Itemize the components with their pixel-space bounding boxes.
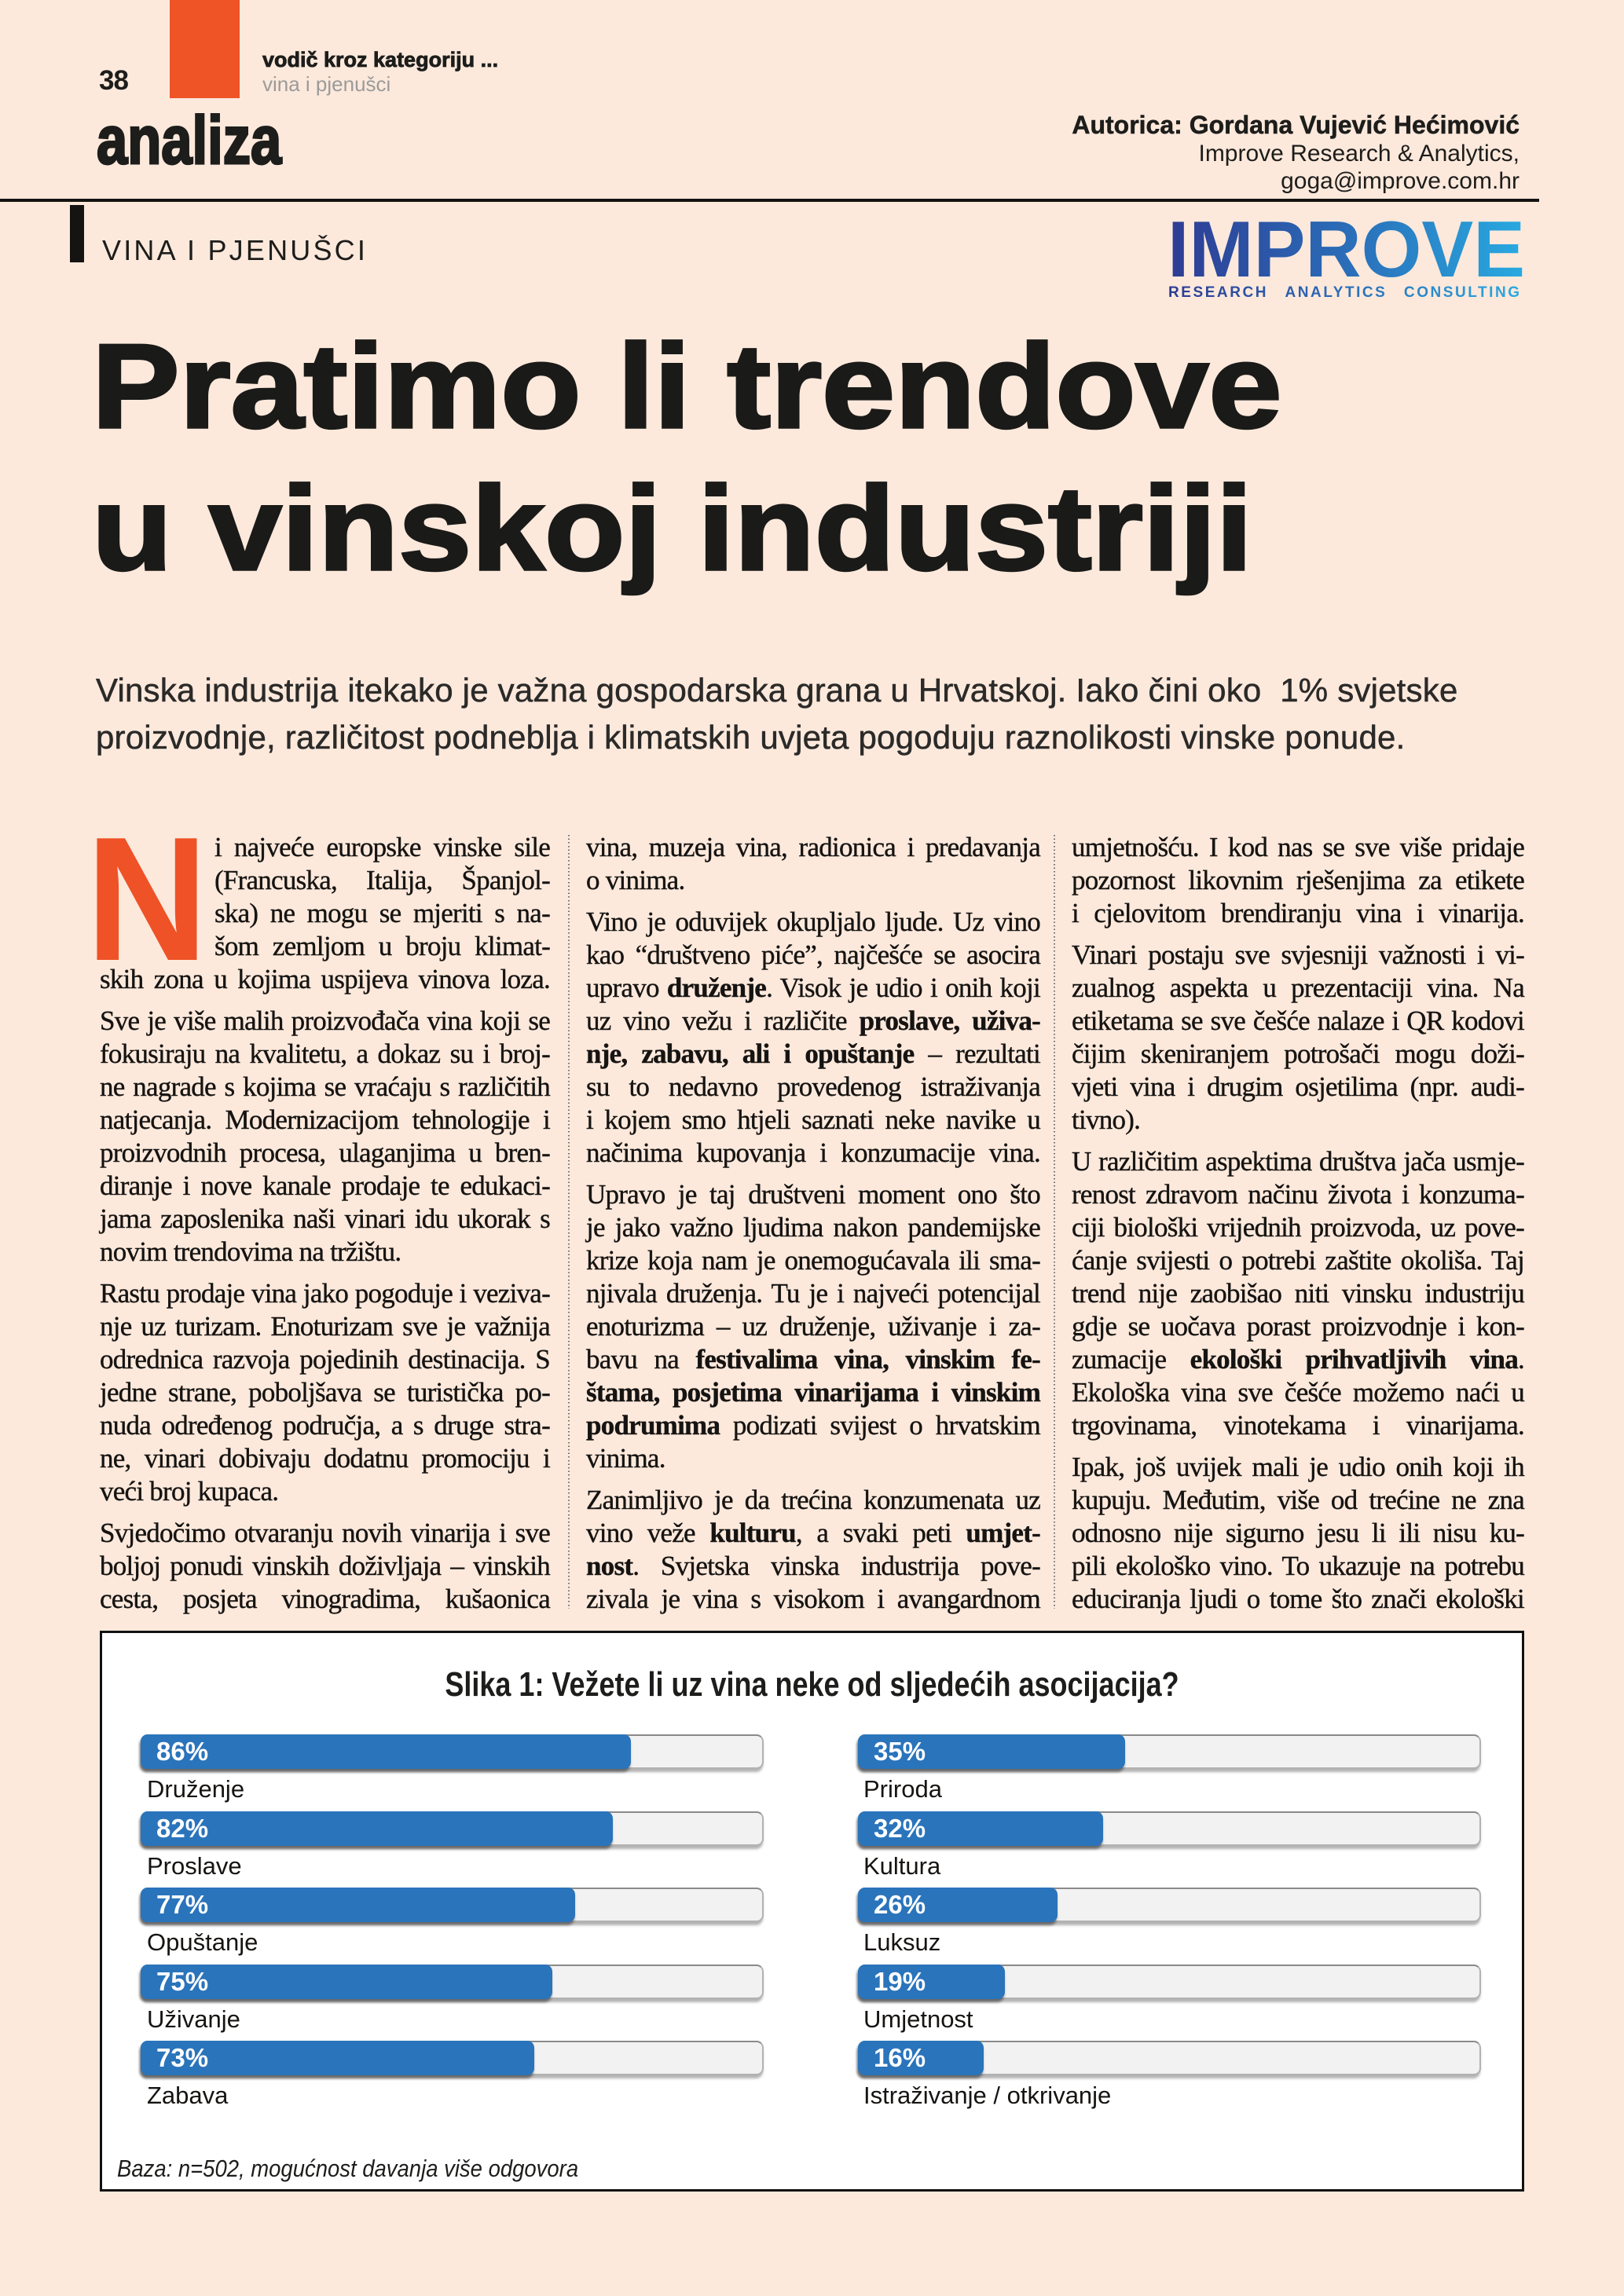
svg-text:RESEARCH ANALYTICS CONSULTING: RESEARCH ANALYTICS CONSULTING <box>1168 284 1523 301</box>
svg-text:IMPROVE: IMPROVE <box>1168 207 1525 294</box>
